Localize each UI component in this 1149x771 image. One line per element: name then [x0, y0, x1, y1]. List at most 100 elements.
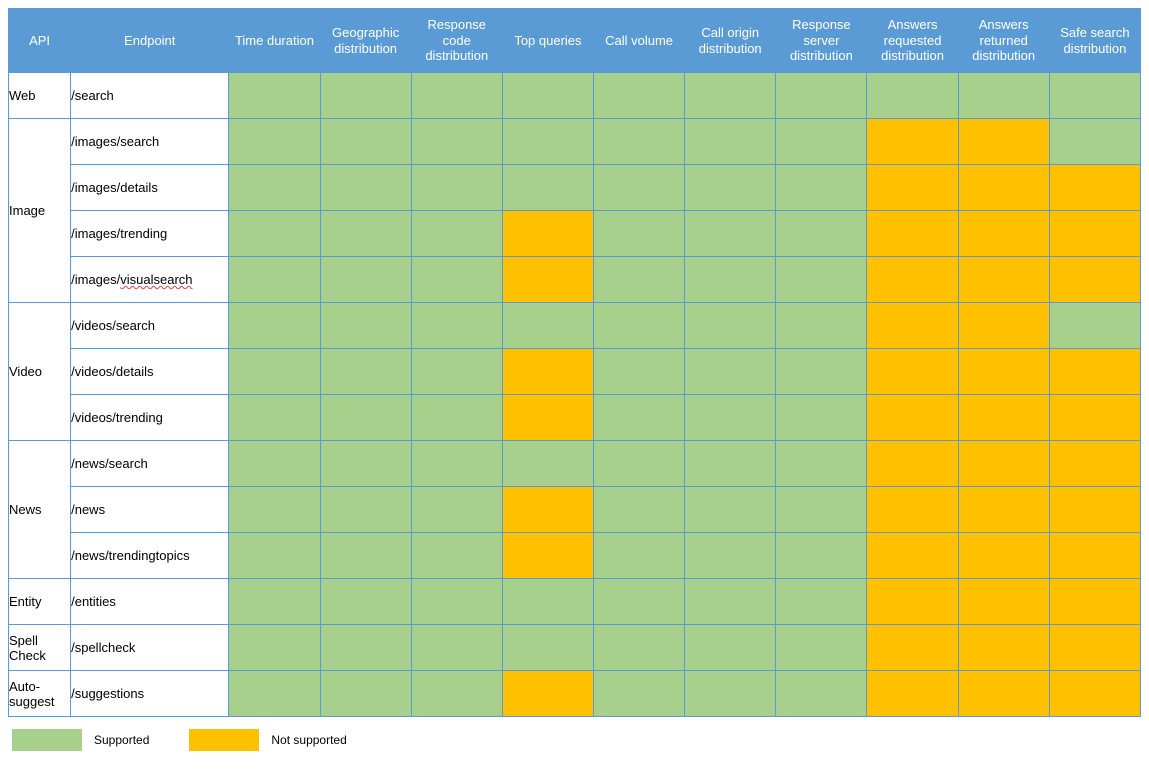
support-cell [776, 579, 867, 625]
support-cell [867, 579, 958, 625]
support-cell [320, 257, 411, 303]
support-cell [320, 671, 411, 717]
support-cell [1049, 211, 1140, 257]
support-cell [320, 625, 411, 671]
header-endpoint: Endpoint [71, 9, 229, 73]
support-cell [502, 395, 593, 441]
table-row: /images/visualsearch [9, 257, 1141, 303]
endpoint-cell: /news/search [71, 441, 229, 487]
endpoint-cell: /search [71, 73, 229, 119]
support-cell [411, 349, 502, 395]
support-cell [502, 257, 593, 303]
support-cell [1049, 533, 1140, 579]
support-cell [229, 487, 320, 533]
support-cell [594, 625, 685, 671]
endpoint-cell: /images/visualsearch [71, 257, 229, 303]
table-row: Video/videos/search [9, 303, 1141, 349]
support-cell [320, 211, 411, 257]
endpoint-cell: /images/details [71, 165, 229, 211]
support-cell [411, 487, 502, 533]
support-cell [685, 395, 776, 441]
support-cell [776, 395, 867, 441]
support-cell [958, 671, 1049, 717]
support-cell [958, 119, 1049, 165]
api-cell: Image [9, 119, 71, 303]
support-cell [229, 73, 320, 119]
support-cell [594, 487, 685, 533]
support-cell [502, 349, 593, 395]
support-cell [229, 395, 320, 441]
support-cell [411, 211, 502, 257]
legend-swatch-supported [12, 729, 82, 751]
header-stat-2: Response code distribution [411, 9, 502, 73]
support-cell [958, 625, 1049, 671]
support-cell [411, 73, 502, 119]
support-cell [594, 533, 685, 579]
support-cell [867, 441, 958, 487]
support-cell [776, 671, 867, 717]
api-cell: News [9, 441, 71, 579]
support-cell [958, 487, 1049, 533]
support-cell [685, 303, 776, 349]
support-cell [1049, 579, 1140, 625]
endpoint-cell: /suggestions [71, 671, 229, 717]
support-cell [594, 579, 685, 625]
table-row: Web/search [9, 73, 1141, 119]
endpoint-cell: /news/trendingtopics [71, 533, 229, 579]
support-cell [229, 349, 320, 395]
support-cell [958, 579, 1049, 625]
support-cell [776, 119, 867, 165]
support-cell [502, 211, 593, 257]
support-cell [685, 349, 776, 395]
support-cell [1049, 73, 1140, 119]
support-cell [958, 211, 1049, 257]
table-row: Entity/entities [9, 579, 1141, 625]
support-cell [502, 533, 593, 579]
support-cell [229, 579, 320, 625]
header-api: API [9, 9, 71, 73]
support-cell [320, 579, 411, 625]
support-cell [594, 671, 685, 717]
endpoint-cell: /videos/details [71, 349, 229, 395]
support-cell [594, 119, 685, 165]
table-row: /videos/details [9, 349, 1141, 395]
table-row: News/news/search [9, 441, 1141, 487]
support-cell [1049, 395, 1140, 441]
support-cell [502, 303, 593, 349]
support-cell [320, 395, 411, 441]
support-cell [685, 671, 776, 717]
support-cell [1049, 441, 1140, 487]
endpoint-cell: /news [71, 487, 229, 533]
support-cell [776, 625, 867, 671]
support-cell [320, 119, 411, 165]
support-cell [776, 211, 867, 257]
support-cell [1049, 257, 1140, 303]
support-cell [1049, 671, 1140, 717]
support-cell [229, 211, 320, 257]
table-row: /images/details [9, 165, 1141, 211]
support-cell [685, 441, 776, 487]
support-cell [685, 257, 776, 303]
support-cell [411, 441, 502, 487]
api-cell: Video [9, 303, 71, 441]
support-cell [320, 165, 411, 211]
support-cell [867, 257, 958, 303]
support-cell [229, 303, 320, 349]
support-cell [411, 303, 502, 349]
support-cell [958, 257, 1049, 303]
support-cell [594, 257, 685, 303]
support-cell [1049, 303, 1140, 349]
support-cell [502, 119, 593, 165]
endpoint-cell: /videos/search [71, 303, 229, 349]
support-cell [776, 257, 867, 303]
support-cell [776, 165, 867, 211]
support-cell [229, 671, 320, 717]
support-cell [776, 349, 867, 395]
header-stat-9: Safe search distribution [1049, 9, 1140, 73]
support-cell [867, 119, 958, 165]
support-cell [229, 533, 320, 579]
support-cell [685, 211, 776, 257]
endpoint-cell: /spellcheck [71, 625, 229, 671]
support-cell [320, 441, 411, 487]
support-cell [1049, 165, 1140, 211]
